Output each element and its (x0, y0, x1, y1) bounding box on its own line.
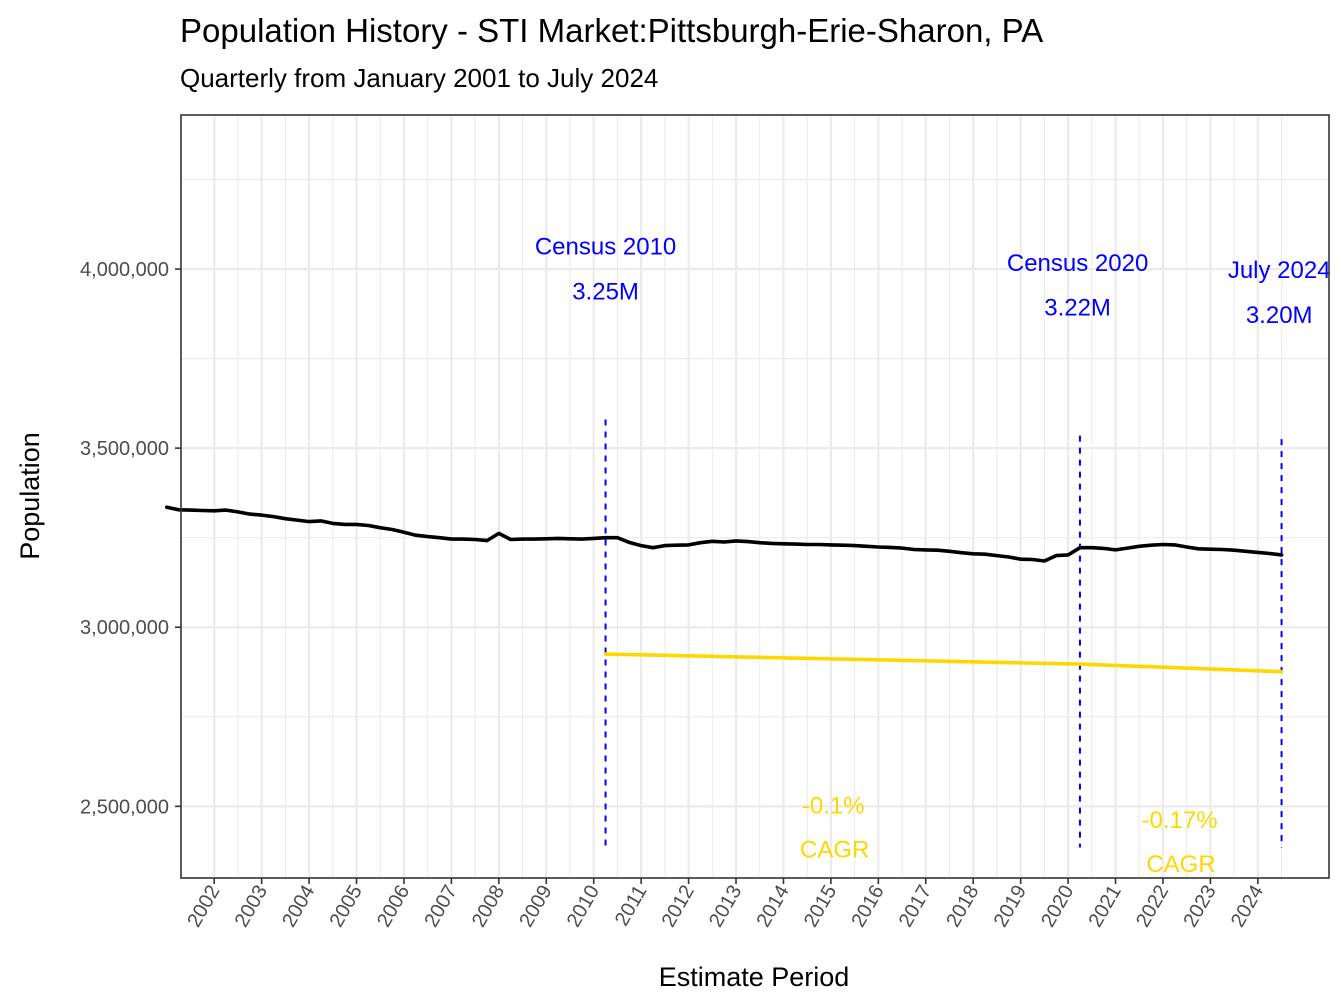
y-tick-label: 4,000,000 (80, 259, 169, 281)
x-tick-label: 2014 (752, 882, 793, 932)
reference-line-value: 3.22M (1044, 295, 1111, 322)
reference-line-label: July 2024 (1228, 257, 1331, 284)
x-tick-label: 2019 (990, 882, 1031, 932)
x-tick-label: 2008 (468, 882, 509, 932)
x-tick-label: 2006 (373, 882, 414, 932)
chart-title: Population History - STI Market:Pittsbur… (180, 12, 1044, 49)
cagr-value-label: -0.17% (1142, 807, 1218, 834)
cagr-caption-label: CAGR (1146, 851, 1215, 878)
x-tick-label: 2018 (942, 882, 983, 932)
x-axis-title: Estimate Period (659, 962, 850, 992)
x-tick-label: 2013 (705, 882, 746, 932)
annotations-layer: Census 2010 3.25M Census 2020 3.22M July 202… (535, 234, 1331, 878)
x-tick-label: 2016 (847, 882, 888, 932)
y-tick-label: 2,500,000 (80, 796, 169, 818)
reference-line-label: Census 2010 (535, 234, 676, 261)
population-line (165, 505, 1284, 563)
cagr-caption-label: CAGR (800, 837, 869, 864)
axis-layer: 2,500,000 3,000,000 3,500,000 4,000,000 2002… (80, 259, 1268, 931)
x-tick-label: 2005 (326, 882, 367, 932)
y-tick-label: 3,000,000 (80, 617, 169, 639)
x-tick-label: 2011 (611, 882, 652, 930)
x-tick-label: 2003 (231, 882, 272, 932)
cagr-value-label: -0.1% (802, 793, 865, 820)
cagr-trend-line (603, 652, 1284, 674)
x-tick-label: 2012 (658, 882, 699, 932)
x-tick-label: 2022 (1132, 882, 1173, 932)
x-tick-label: 2017 (895, 882, 936, 932)
x-tick-label: 2015 (800, 882, 841, 932)
x-tick-label: 2023 (1179, 882, 1220, 932)
grid-layer (181, 115, 1329, 878)
x-tick-label: 2004 (278, 882, 319, 932)
x-tick-label: 2002 (183, 882, 224, 932)
reference-lines-layer (604, 419, 1283, 848)
x-tick-label: 2009 (515, 882, 556, 932)
x-tick-label: 2007 (420, 882, 461, 932)
reference-line-value: 3.20M (1246, 302, 1313, 329)
plot-panel-border (180, 114, 1330, 879)
x-tick-label: 2024 (1227, 882, 1268, 932)
y-tick-label: 3,500,000 (80, 438, 169, 460)
x-tick-label: 2020 (1037, 882, 1078, 932)
reference-line-label: Census 2020 (1007, 250, 1148, 277)
x-tick-label: 2021 (1085, 882, 1126, 932)
y-axis-title: Population (15, 432, 45, 560)
chart-subtitle: Quarterly from January 2001 to July 2024 (180, 63, 659, 93)
reference-line-value: 3.25M (572, 278, 639, 305)
series-layer (165, 505, 1284, 674)
x-tick-label: 2010 (563, 882, 604, 932)
